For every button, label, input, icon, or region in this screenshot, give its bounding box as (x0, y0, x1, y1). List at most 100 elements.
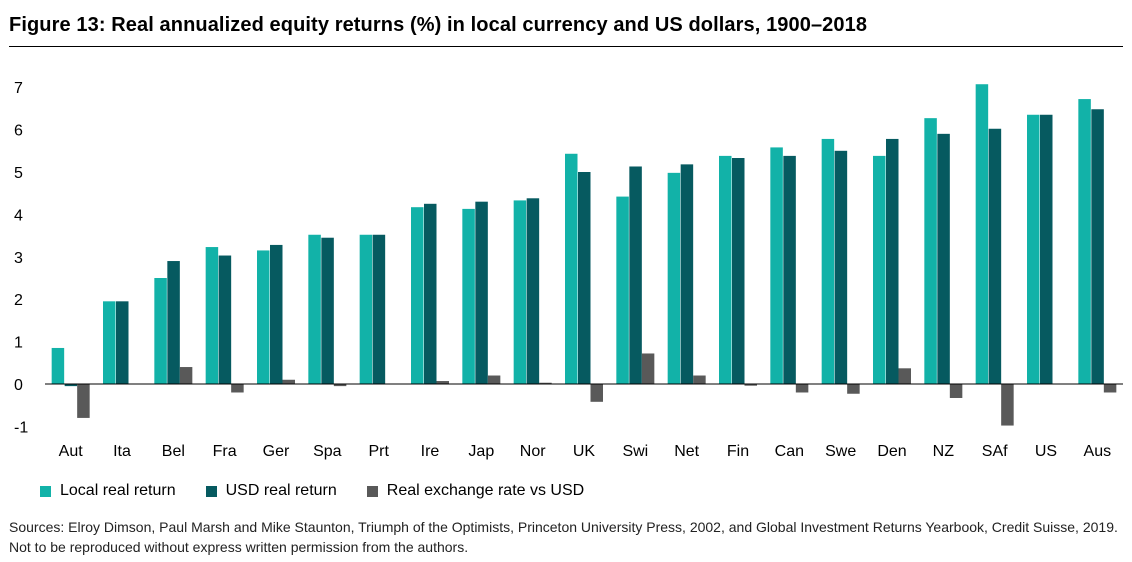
y-tick-label: 7 (14, 80, 23, 97)
legend-item-local: Local real return (40, 482, 176, 500)
bar-local-uk (565, 153, 578, 384)
bar-usd-net (680, 164, 694, 384)
bar-fx-swi (641, 353, 655, 384)
bar-local-swe (821, 138, 835, 384)
legend-swatch-local (40, 485, 51, 497)
bar-usd-nor (526, 198, 540, 384)
bar-fx-jap (487, 375, 501, 384)
bar-fx-nz (949, 384, 963, 398)
bar-usd-prt (372, 234, 386, 384)
bar-local-jap (462, 208, 475, 384)
bar-fx-den (898, 368, 911, 384)
y-tick-label: 0 (14, 377, 23, 394)
x-tick-label: Ita (113, 443, 131, 460)
y-tick-label: -1 (14, 419, 28, 436)
y-tick-label: 2 (14, 292, 23, 309)
y-tick-label: 1 (14, 335, 23, 352)
bar-fx-fra (231, 384, 244, 393)
x-tick-label: US (1035, 443, 1057, 460)
bar-local-net (667, 172, 681, 384)
bar-fx-saf (1001, 384, 1014, 426)
y-tick-label: 4 (14, 207, 23, 224)
bar-fx-fin (744, 384, 757, 386)
title-rule (9, 46, 1123, 47)
bar-usd-swi (629, 166, 642, 384)
bar-local-us (1027, 114, 1040, 384)
legend-label-usd: USD real return (225, 482, 337, 499)
bar-local-swi (616, 196, 629, 384)
bar-usd-can (783, 155, 796, 384)
bar-usd-den (886, 138, 899, 384)
x-tick-label: Aut (59, 443, 84, 460)
bar-local-fra (205, 247, 219, 384)
x-tick-label: SAf (982, 443, 1008, 460)
bar-usd-aus (1091, 109, 1104, 385)
x-tick-label: Nor (520, 443, 546, 460)
legend-swatch-usd (205, 485, 217, 497)
legend-label-fx: Real exchange rate vs USD (386, 482, 585, 499)
x-tick-label: Aus (1084, 443, 1112, 460)
bar-local-nor (513, 200, 527, 384)
bar-fx-aus (1103, 384, 1117, 393)
bar-usd-fin (732, 158, 745, 384)
bar-usd-us (1040, 114, 1053, 384)
bar-chart: -1 0 1 2 3 4 5 6 7 Aut Ita Bel Fra Ger Spa Prt Ire Jap Nor… (14, 80, 1123, 460)
bar-usd-jap (475, 201, 488, 384)
legend-item-fx: Real exchange rate vs USD (366, 482, 585, 500)
chart-title: Figure 13: Real annualized equity return… (9, 14, 868, 36)
bar-fx-swe (847, 384, 860, 394)
bar-usd-saf (988, 128, 1002, 384)
bar-local-saf (975, 84, 989, 385)
legend-item-usd: USD real return (205, 482, 337, 500)
bar-usd-nz (937, 133, 950, 384)
bar-usd-bel (167, 261, 180, 384)
x-tick-label: Spa (313, 443, 342, 460)
bar-local-bel (154, 278, 167, 384)
legend-swatch-fx (366, 485, 378, 497)
x-tick-label: Fin (727, 443, 749, 460)
bar-usd-ire (424, 203, 437, 384)
bar-usd-spa (321, 237, 334, 384)
bar-fx-can (795, 384, 809, 393)
legend: Local real return USD real return Real e… (40, 482, 614, 500)
y-tick-label: 6 (14, 123, 23, 140)
bar-local-prt (359, 234, 373, 384)
x-tick-label: NZ (933, 443, 955, 460)
x-tick-label: Net (674, 443, 699, 460)
bar-usd-ita (116, 301, 129, 384)
legend-label-local: Local real return (60, 482, 176, 499)
x-tick-label: Den (877, 443, 906, 460)
x-tick-label: Swe (825, 443, 856, 460)
x-tick-label: Swi (622, 443, 648, 460)
bar-fx-aut (77, 384, 90, 418)
x-tick-label: Ger (263, 443, 290, 460)
bar-local-aut (51, 347, 65, 384)
bar-fx-ger (282, 379, 295, 384)
bar-local-ita (103, 301, 116, 384)
bar-local-fin (719, 155, 732, 384)
x-tick-label: Can (775, 443, 804, 460)
bar-fx-nor (539, 382, 552, 384)
x-tick-label: Bel (162, 443, 185, 460)
bar-usd-ger (270, 244, 283, 384)
bar-local-aus (1078, 99, 1091, 385)
x-tick-label: Ire (421, 443, 440, 460)
y-tick-label: 5 (14, 165, 23, 182)
bar-usd-fra (218, 255, 232, 384)
bar-fx-spa (333, 384, 347, 387)
x-tick-label: Jap (468, 443, 494, 460)
bar-fx-ire (436, 381, 449, 384)
x-tick-label: UK (573, 443, 596, 460)
bar-usd-aut (64, 384, 78, 387)
bar-local-nz (924, 118, 937, 384)
bar-fx-uk (590, 384, 603, 402)
bar-usd-uk (578, 172, 591, 384)
x-tick-label: Prt (368, 443, 389, 460)
bar-local-spa (308, 234, 321, 384)
x-tick-label: Fra (213, 443, 237, 460)
bar-usd-swe (834, 150, 848, 384)
bar-local-den (873, 155, 886, 384)
bar-local-ger (257, 250, 270, 384)
bar-local-ire (411, 207, 424, 384)
bar-fx-bel (179, 367, 193, 384)
